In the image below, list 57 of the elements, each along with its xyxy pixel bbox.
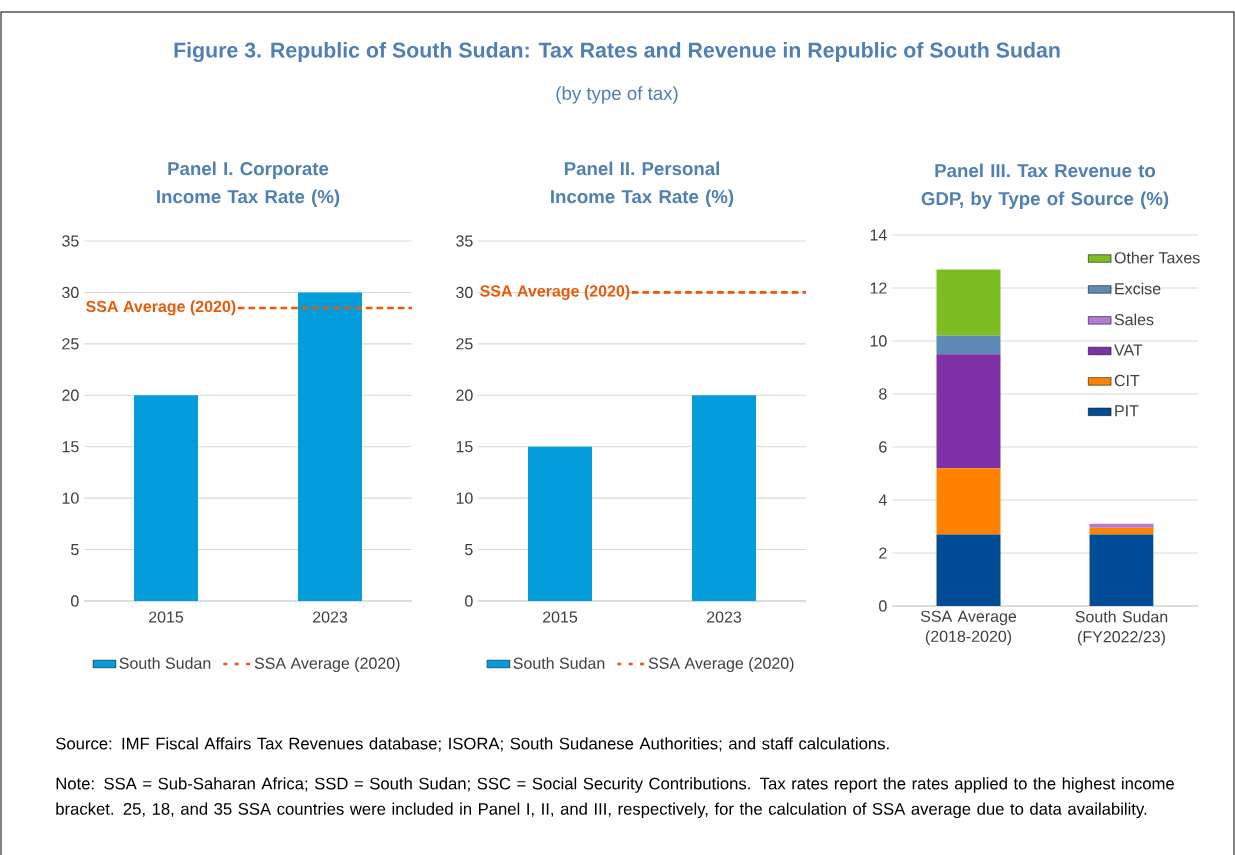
legend-label: CIT: [1114, 374, 1140, 387]
ref-line-label: SSA Average (2020): [480, 284, 630, 300]
bar: [936, 354, 1001, 469]
y-tick-label: 14: [870, 229, 887, 241]
y-tick-label: 6: [879, 441, 887, 453]
x-tick-label: 2015: [543, 611, 578, 623]
legend-label: South Sudan: [119, 657, 211, 669]
y-tick-label: 20: [456, 389, 473, 401]
legend-label: Excise: [1115, 282, 1161, 295]
legend-label: Other Taxes: [1114, 251, 1200, 264]
y-tick-label: 0: [71, 595, 79, 607]
y-tick-label: 5: [465, 543, 473, 556]
text: Note: SSA = Sub-Saharan Africa; SSD = South Sudan; SSC = Social Security Contributions. Tax rates report the rates applied to the highest income bracket. 25, 18, and 35 SSA countries were included in Panel I, II, and III, respectively, for the calculation of SSA average due to data availability.: [56, 777, 1174, 819]
y-tick-label: 5: [71, 543, 79, 556]
legend-label: Sales: [1114, 313, 1154, 326]
y-tick-label: 15: [456, 441, 473, 453]
legend-label: VAT: [1114, 344, 1143, 356]
bar: [1089, 534, 1154, 606]
bar: [936, 468, 1001, 535]
bar: [936, 534, 1001, 606]
chart-title: Panel I. Corporate Income Tax Rate (%): [157, 161, 340, 207]
bar: [936, 335, 1001, 355]
x-tick-label: SSA Average (2018-2020): [920, 610, 1017, 646]
source-note: Source: IMF Fiscal Affairs Tax Revenues database; ISORA; South Sudanese Authorities; and staff calculations.: [56, 737, 889, 752]
ref-line-label: SSA Average (2020): [86, 300, 236, 316]
y-tick-label: 8: [879, 388, 887, 400]
y-tick-label: 0: [879, 600, 887, 612]
y-tick-label: 10: [870, 335, 887, 347]
chart-title: Panel III. Tax Revenue to GDP, by Type of Source (%): [921, 163, 1169, 209]
y-tick-label: 12: [870, 282, 887, 294]
bar: [936, 269, 1001, 336]
y-tick-label: 20: [62, 389, 79, 401]
text: SSA Average (2020): [254, 657, 400, 673]
y-tick-label: 30: [62, 286, 79, 299]
x-tick-label: South Sudan (FY2022/23): [1075, 610, 1168, 646]
y-tick-label: 10: [456, 492, 473, 504]
y-tick-label: 25: [456, 338, 473, 350]
bar: [1089, 523, 1154, 528]
x-tick-label: 2023: [313, 611, 348, 623]
y-tick-label: 15: [62, 441, 79, 453]
legend-label: South Sudan: [513, 657, 605, 669]
y-tick-label: 25: [62, 338, 79, 350]
y-tick-label: 10: [62, 492, 79, 504]
text: SSA Average (2020): [648, 657, 794, 673]
y-tick-label: 35: [456, 235, 473, 247]
y-tick-label: 30: [456, 286, 473, 299]
legend-label: PIT: [1115, 405, 1139, 417]
x-tick-label: 2023: [707, 611, 742, 623]
y-tick-label: 35: [62, 235, 79, 247]
text: Figure 3. Republic of South Sudan: Tax Rates and Revenue in Republic of South Sudan: [174, 42, 1060, 62]
y-tick-label: 0: [465, 595, 473, 607]
y-tick-label: 4: [878, 494, 887, 506]
bar: [1089, 527, 1154, 535]
x-tick-label: 2015: [149, 611, 184, 623]
y-tick-label: 2: [879, 547, 887, 559]
text: (by type of tax): [556, 86, 678, 104]
chart-title: Panel II. Personal Income Tax Rate (%): [551, 161, 734, 207]
